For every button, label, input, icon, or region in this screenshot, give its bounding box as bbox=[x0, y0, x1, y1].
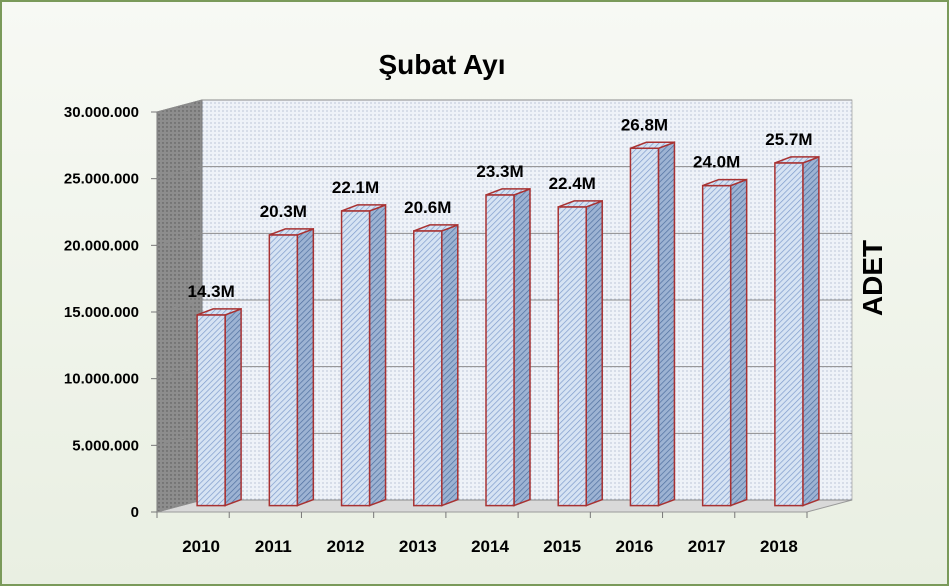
y-tick-label: 20.000.000 bbox=[64, 237, 139, 254]
x-tick-label: 2016 bbox=[616, 537, 654, 556]
bars: 14.3M 20.3M 22.1M 20.6M 23.3M 22.4M 26.8M 24.0M… bbox=[187, 115, 820, 507]
x-tick-label: 2014 bbox=[471, 537, 509, 556]
bar-side bbox=[802, 155, 820, 507]
bar-top bbox=[341, 204, 386, 212]
x-axis-ticks: 2010 2011 2012 2013 2014 2015 2016 2017 2018 bbox=[156, 512, 808, 556]
y-tick-label: 25.000.000 bbox=[64, 171, 139, 188]
bar bbox=[557, 199, 603, 507]
data-label: 20.6M bbox=[404, 198, 451, 217]
bar-front bbox=[196, 314, 226, 507]
bar bbox=[701, 178, 748, 507]
bar-front bbox=[557, 206, 587, 507]
bar-side bbox=[296, 227, 315, 507]
x-tick-label: 2011 bbox=[255, 537, 292, 556]
bar bbox=[413, 223, 459, 507]
bar-front bbox=[268, 234, 299, 507]
data-label: 23.3M bbox=[476, 162, 523, 181]
data-label: 14.3M bbox=[187, 282, 234, 301]
bar-front bbox=[774, 162, 804, 507]
bar-front bbox=[340, 210, 371, 507]
bar bbox=[340, 203, 387, 507]
bar-top bbox=[413, 224, 459, 232]
data-label: 22.4M bbox=[549, 174, 596, 193]
y-tick-label: 30.000.000 bbox=[64, 104, 139, 121]
bar-front bbox=[701, 184, 732, 507]
y-axis-label: ADET bbox=[857, 240, 888, 316]
x-tick-label: 2018 bbox=[760, 537, 798, 556]
bar bbox=[629, 141, 676, 507]
data-label: 26.8M bbox=[621, 115, 668, 134]
bar bbox=[268, 227, 315, 507]
bar-side bbox=[729, 178, 748, 507]
x-tick-label: 2017 bbox=[688, 537, 726, 556]
bar-side bbox=[585, 199, 603, 507]
y-tick-label: 10.000.000 bbox=[64, 371, 139, 388]
x-tick-label: 2012 bbox=[327, 537, 365, 556]
data-label: 22.1M bbox=[332, 178, 379, 197]
y-axis-ticks: 0 5.000.000 10.000.000 15.000.000 20.000.000… bbox=[64, 104, 157, 521]
bar-front bbox=[485, 194, 515, 507]
bar-top bbox=[630, 141, 675, 150]
bar-top bbox=[774, 156, 820, 164]
y-tick-label: 0 bbox=[131, 504, 139, 521]
data-label: 20.3M bbox=[260, 202, 307, 221]
bar-front bbox=[413, 230, 443, 507]
y-tick-label: 15.000.000 bbox=[64, 304, 139, 321]
gridline bbox=[156, 99, 852, 113]
bar-side bbox=[441, 223, 459, 507]
bar-top bbox=[269, 228, 314, 236]
x-tick-label: 2010 bbox=[182, 537, 220, 556]
bar-side bbox=[657, 141, 676, 507]
bar-front bbox=[629, 147, 660, 507]
bar-top bbox=[196, 308, 242, 316]
y-tick-label: 5.000.000 bbox=[72, 437, 139, 454]
bar-side bbox=[368, 203, 387, 507]
bar-side bbox=[513, 187, 531, 507]
data-label: 25.7M bbox=[765, 130, 812, 149]
bar-side bbox=[224, 307, 242, 507]
bar bbox=[774, 155, 820, 507]
bar bbox=[196, 307, 242, 507]
bar bbox=[485, 187, 531, 507]
x-tick-label: 2013 bbox=[399, 537, 437, 556]
data-label: 24.0M bbox=[693, 153, 740, 172]
bar-top bbox=[557, 200, 603, 208]
bar-top bbox=[702, 178, 747, 187]
bar-top bbox=[485, 188, 531, 196]
chart-title: Şubat Ayı bbox=[378, 49, 505, 80]
x-tick-label: 2015 bbox=[543, 537, 581, 556]
